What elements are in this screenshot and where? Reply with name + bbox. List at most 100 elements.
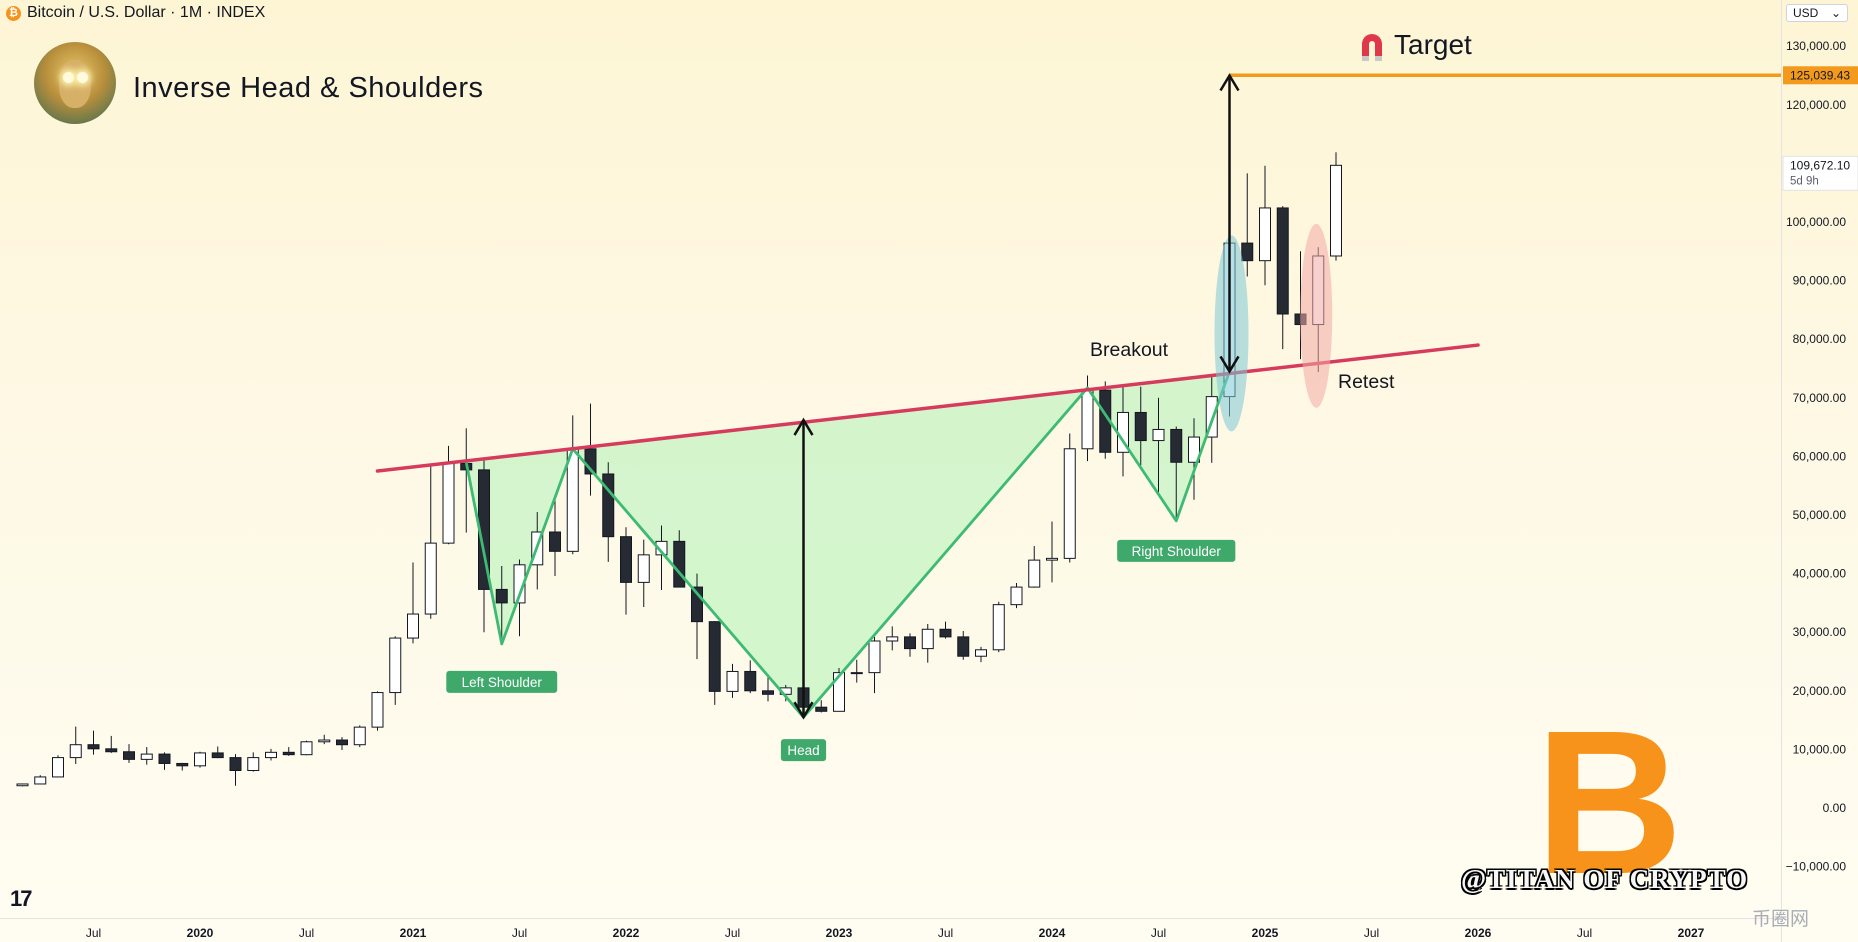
time-tick-label: Jul (725, 926, 740, 940)
avatar-face (59, 60, 91, 108)
candle-body (1330, 164, 1342, 257)
site-watermark: 币圈网 (1752, 909, 1810, 930)
retest-ellipse (1300, 223, 1333, 408)
bitcoin-coin-icon: ₿ (6, 5, 21, 21)
candle-body (229, 757, 242, 771)
candle-body (123, 751, 135, 760)
candle-body (868, 640, 881, 674)
time-tick-label: Jul (1151, 926, 1166, 940)
candle-body (211, 752, 224, 759)
candle-body (424, 542, 437, 615)
candle-body (194, 752, 206, 767)
candle-body (407, 613, 419, 639)
time-tick-label: 2027 (1678, 926, 1705, 940)
candle-body (158, 753, 171, 764)
candle-body (975, 649, 987, 657)
candle-body (549, 531, 561, 552)
target-price-tag: 125,039.43 (1790, 68, 1850, 82)
time-tick-label: 2026 (1465, 926, 1492, 940)
candle-body (992, 604, 1005, 651)
breakout-annotation: Breakout (1090, 339, 1169, 361)
pattern-fill (466, 371, 1230, 718)
price-tick-label: 90,000.00 (1793, 274, 1847, 288)
candle-body (1010, 586, 1023, 606)
time-tick-label: 2025 (1252, 926, 1279, 940)
currency-label: USD (1793, 6, 1819, 20)
neckline-resistance (375, 343, 1480, 473)
author-watermark: @TITAN OF CRYPTO (1461, 864, 1749, 894)
candle-body (762, 690, 774, 695)
bitcoin-logo: B (1535, 688, 1684, 917)
candle-body (1028, 559, 1041, 588)
left-shoulder-label-bg (446, 670, 558, 693)
candle-body (1081, 389, 1094, 450)
time-tick-label: Jul (512, 926, 527, 940)
measure-arrow-head-up (1219, 73, 1240, 92)
candle-body (1241, 242, 1254, 262)
right-shoulder-label-bg (1117, 539, 1236, 562)
price-tick-label: 100,000.00 (1786, 215, 1846, 229)
candle-body (1276, 207, 1289, 315)
chart-pattern-name: Inverse Head & Shoulders (133, 72, 484, 104)
time-tick-label: Jul (86, 926, 101, 940)
price-tick-label: 20,000.00 (1793, 684, 1847, 698)
candle-body (336, 739, 348, 746)
candle-body (1205, 396, 1218, 438)
candle-body (1152, 428, 1165, 442)
magnet-body (1362, 34, 1382, 61)
candle-body (637, 554, 650, 583)
target-annotation: Target (1394, 29, 1472, 60)
candle-body (744, 670, 757, 692)
candle-body (371, 692, 384, 728)
retest-annotation: Retest (1338, 371, 1395, 393)
avatar-right-eye (77, 72, 88, 83)
author-avatar (34, 42, 116, 124)
time-tick-label: Jul (938, 926, 953, 940)
candle-body (691, 586, 703, 623)
candle-body (1170, 428, 1183, 463)
tradingview-logo[interactable]: 17 (10, 886, 33, 911)
candle-body (1188, 436, 1200, 463)
candle-body (1259, 207, 1271, 262)
price-tick-label: 80,000.00 (1793, 332, 1847, 346)
target-price-tag-bg (1783, 66, 1858, 85)
time-tick-label: Jul (1364, 926, 1379, 940)
currency-selector[interactable]: USD ⌄ (1786, 4, 1848, 22)
candle-body (247, 757, 260, 771)
time-axis-divider (0, 918, 1781, 919)
left-shoulder-label: Left Shoulder (462, 675, 543, 690)
candle-body (69, 744, 82, 759)
breakout-ellipse (1214, 235, 1249, 432)
candle-body (265, 751, 277, 759)
last-price-tag-bg (1782, 155, 1858, 191)
candle-body (921, 628, 934, 650)
candle-body (1063, 448, 1076, 559)
candle-body (850, 672, 863, 675)
time-tick-label: 2024 (1039, 926, 1066, 940)
measure-arrow-head-down (793, 701, 814, 720)
candle-body (886, 636, 899, 642)
price-tick-label: 10,000.00 (1793, 742, 1847, 756)
candle-body (318, 739, 331, 743)
candle-body (655, 540, 668, 556)
symbol-header[interactable]: ₿ Bitcoin / U.S. Dollar · 1M · INDEX (6, 3, 265, 23)
candle-body (105, 748, 118, 753)
time-tick-label: 2022 (613, 926, 640, 940)
candle-body (673, 540, 686, 588)
candle-body (442, 462, 455, 544)
candle-body (16, 783, 29, 787)
candle-body (353, 726, 366, 746)
price-tick-label: 30,000.00 (1793, 625, 1847, 639)
candle-body (87, 744, 100, 750)
candle-body (904, 636, 916, 650)
time-tick-label: 2023 (826, 926, 853, 940)
candle-body (833, 672, 845, 712)
candle-body (815, 706, 828, 712)
candle-body (140, 753, 153, 760)
price-axis-divider (1781, 0, 1782, 942)
candle-body (282, 751, 295, 756)
magnet-pole-right (1375, 56, 1382, 61)
candle-body (495, 588, 508, 604)
head-label: Head (787, 743, 819, 758)
